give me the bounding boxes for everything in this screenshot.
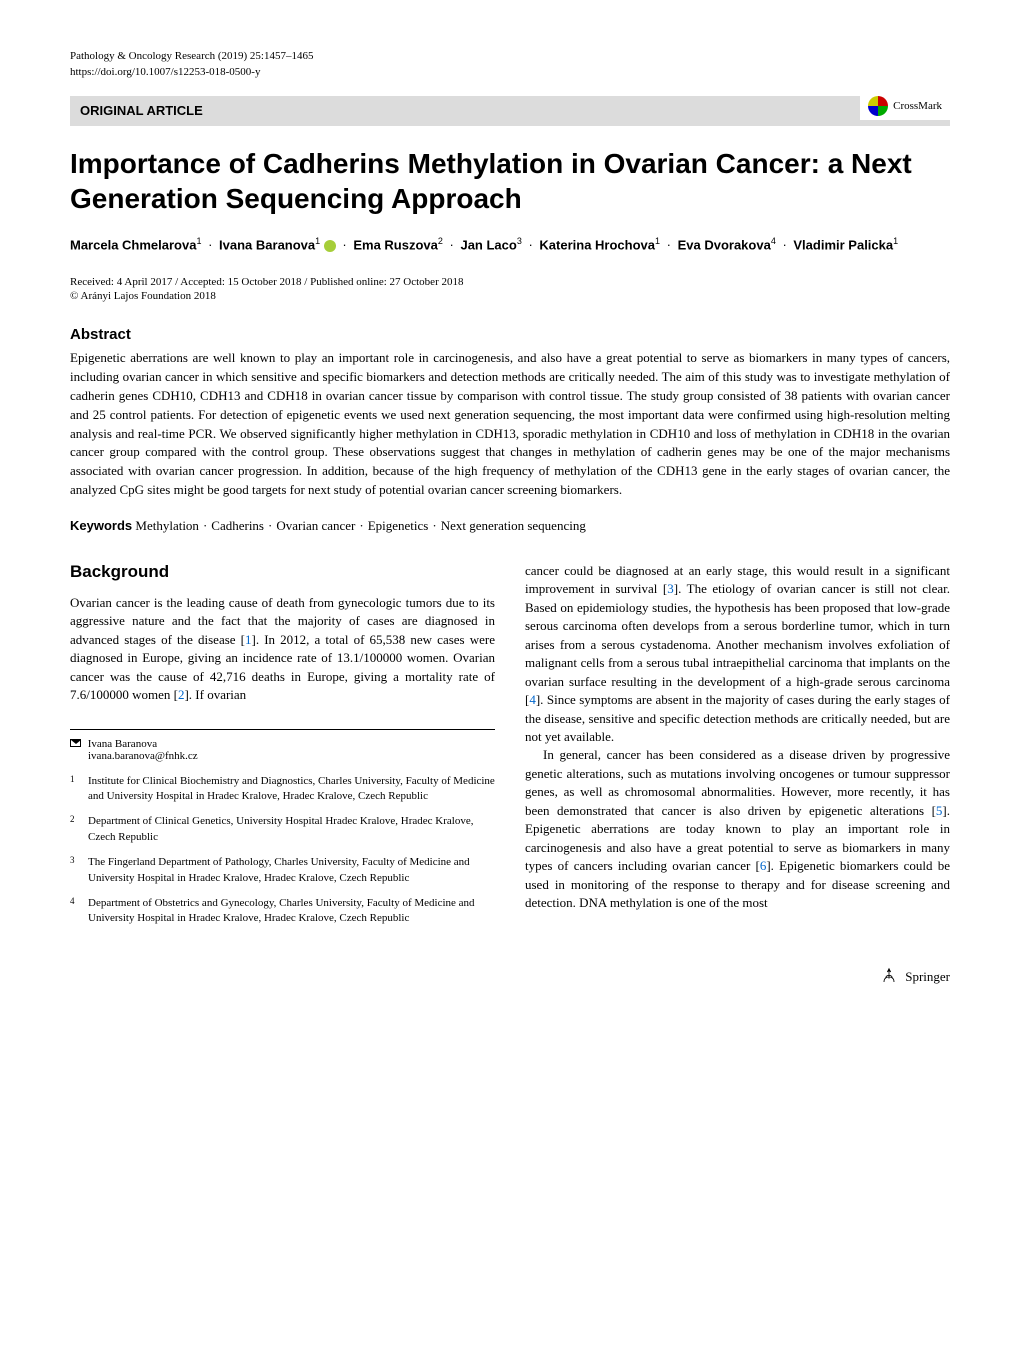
affiliation-number: 2 (70, 814, 88, 845)
author-affil-sup: 3 (517, 236, 522, 246)
author-separator: · (525, 237, 537, 252)
affiliation-number: 1 (70, 774, 88, 805)
affiliation-text: Institute for Clinical Biochemistry and … (88, 774, 495, 805)
journal-info: Pathology & Oncology Research (2019) 25:… (70, 50, 314, 62)
article-type-bar: ORIGINAL ARTICLE CrossMark (70, 96, 950, 126)
affiliation-text: Department of Obstetrics and Gynecology,… (88, 896, 495, 927)
abstract-text: Epigenetic aberrations are well known to… (70, 349, 950, 500)
author-affil-sup: 4 (771, 236, 776, 246)
keyword: Epigenetics (368, 518, 429, 533)
keyword-separator: · (268, 518, 272, 533)
background-col2: cancer could be diagnosed at an early st… (525, 562, 950, 913)
affiliation-text: The Fingerland Department of Pathology, … (88, 855, 495, 886)
right-column: cancer could be diagnosed at an early st… (525, 562, 950, 937)
orcid-icon[interactable] (324, 240, 336, 252)
corresponding-email[interactable]: ivana.baranova@fnhk.cz (88, 750, 495, 762)
author-separator: · (446, 237, 458, 252)
author-affil-sup: 1 (893, 236, 898, 246)
article-type: ORIGINAL ARTICLE (80, 103, 203, 118)
publication-dates: Received: 4 April 2017 / Accepted: 15 Oc… (70, 276, 950, 288)
header-bar: Pathology & Oncology Research (2019) 25:… (70, 50, 950, 62)
affiliation-item: 4Department of Obstetrics and Gynecology… (70, 896, 495, 927)
keyword-separator: · (432, 518, 436, 533)
affiliation-item: 3The Fingerland Department of Pathology,… (70, 855, 495, 886)
author-affil-sup: 1 (315, 236, 320, 246)
abstract-heading: Abstract (70, 326, 950, 343)
author-name: Ivana Baranova (219, 237, 315, 252)
springer-icon (879, 967, 899, 987)
keyword: Methylation (135, 518, 199, 533)
affiliation-number: 4 (70, 896, 88, 927)
keyword-separator: · (203, 518, 207, 533)
copyright: © Arányi Lajos Foundation 2018 (70, 290, 950, 302)
article-title: Importance of Cadherins Methylation in O… (70, 146, 950, 216)
keywords-label: Keywords (70, 518, 132, 533)
left-column: Background Ovarian cancer is the leading… (70, 562, 495, 937)
author-affil-sup: 1 (196, 236, 201, 246)
crossmark-icon (868, 96, 888, 116)
author-separator: · (204, 237, 216, 252)
author-name: Katerina Hrochova (539, 237, 655, 252)
affiliation-list: 1Institute for Clinical Biochemistry and… (70, 774, 495, 927)
author-affil-sup: 2 (438, 236, 443, 246)
author-affil-sup: 1 (655, 236, 660, 246)
background-col1: Ovarian cancer is the leading cause of d… (70, 594, 495, 705)
affiliation-item: 2Department of Clinical Genetics, Univer… (70, 814, 495, 845)
affiliation-number: 3 (70, 855, 88, 886)
keyword: Next generation sequencing (441, 518, 586, 533)
author-separator: · (339, 237, 351, 252)
background-heading: Background (70, 562, 495, 582)
author-separator: · (663, 237, 675, 252)
keywords-line: Keywords Methylation · Cadherins · Ovarian c… (70, 518, 950, 534)
keyword: Ovarian cancer (276, 518, 355, 533)
author-list: Marcela Chmelarova1 · Ivana Baranova1 · … (70, 234, 950, 256)
keywords-items: Methylation·Cadherins·Ovarian cancer·Epi… (135, 518, 585, 533)
mail-icon (70, 739, 81, 747)
author-name: Eva Dvorakova (678, 237, 771, 252)
keyword: Cadherins (211, 518, 264, 533)
page-footer: Springer (70, 967, 950, 987)
publisher-name: Springer (905, 969, 950, 985)
author-name: Ema Ruszova (353, 237, 438, 252)
author-name: Marcela Chmelarova (70, 237, 196, 252)
correspondence-block: Ivana Baranova ivana.baranova@fnhk.cz 1I… (70, 729, 495, 927)
keyword-separator: · (359, 518, 363, 533)
author-separator: · (779, 237, 791, 252)
corresponding-author: Ivana Baranova (88, 738, 157, 750)
author-name: Jan Laco (460, 237, 516, 252)
author-name: Vladimir Palicka (793, 237, 893, 252)
affiliation-text: Department of Clinical Genetics, Univers… (88, 814, 495, 845)
crossmark-badge[interactable]: CrossMark (860, 92, 950, 120)
body-columns: Background Ovarian cancer is the leading… (70, 562, 950, 937)
crossmark-label: CrossMark (893, 100, 942, 112)
affiliation-item: 1Institute for Clinical Biochemistry and… (70, 774, 495, 805)
doi-link[interactable]: https://doi.org/10.1007/s12253-018-0500-… (70, 66, 950, 78)
